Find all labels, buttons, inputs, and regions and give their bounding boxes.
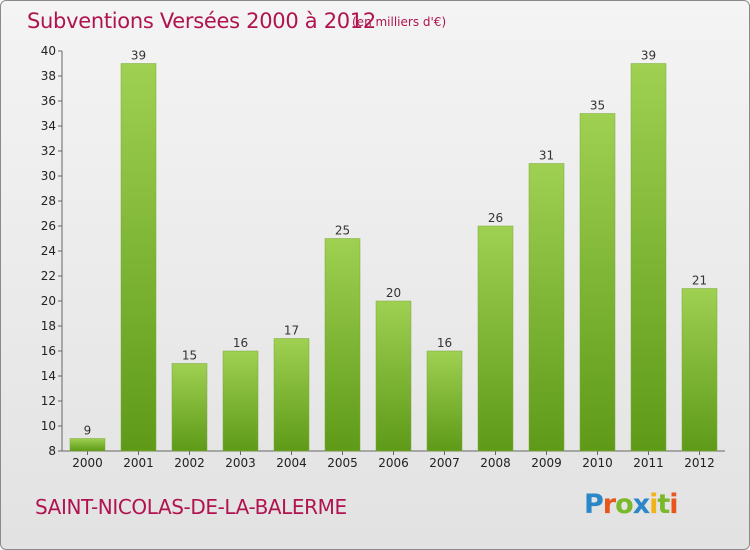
y-tick-label: 8 (48, 444, 56, 458)
y-axis-labels: 8 10 12 14 16 18 20 22 24 26 28 30 32 34 36 38 40 (41, 44, 56, 458)
bar-value-label: 20 (386, 286, 401, 300)
x-tick-label: 2010 (582, 456, 613, 470)
bar-value-label: 15 (182, 349, 197, 363)
y-tick-label: 34 (41, 119, 56, 133)
x-tick-label: 2011 (633, 456, 664, 470)
bar-2004 (273, 338, 310, 452)
x-tick-label: 2005 (327, 456, 358, 470)
value-labels: 9 39 15 16 17 25 20 16 26 31 35 39 21 (84, 49, 707, 438)
bar-value-label: 31 (539, 149, 554, 163)
x-tick-label: 2004 (276, 456, 307, 470)
y-tick-label: 14 (41, 369, 56, 383)
y-tick-label: 28 (41, 194, 56, 208)
x-tick-label: 2006 (378, 456, 409, 470)
x-axis-labels: 2000 2001 2002 2003 2004 2005 2006 2007 2008 2009… (72, 456, 715, 470)
bar-2006 (375, 300, 412, 452)
y-tick-label: 30 (41, 169, 56, 183)
y-tick-label: 10 (41, 419, 56, 433)
bar-2007 (426, 350, 463, 452)
y-tick-label: 16 (41, 344, 56, 358)
x-tick-label: 2000 (72, 456, 103, 470)
bar-value-label: 17 (284, 324, 299, 338)
bar-value-label: 39 (131, 49, 146, 63)
commune-name: SAINT-NICOLAS-DE-LA-BALERME (35, 495, 347, 519)
bar-2012 (681, 288, 718, 452)
x-tick-label: 2012 (684, 456, 715, 470)
x-tick-label: 2001 (123, 456, 154, 470)
x-tick-label: 2007 (429, 456, 460, 470)
x-tick-label: 2009 (531, 456, 562, 470)
y-tick-label: 22 (41, 269, 56, 283)
bar-value-label: 26 (488, 211, 503, 225)
bar-2005 (324, 238, 361, 452)
bar-2010 (579, 113, 616, 452)
x-tick-label: 2002 (174, 456, 205, 470)
bar-2000 (69, 438, 106, 452)
bar-2002 (171, 363, 208, 452)
chart-title: Subventions Versées 2000 à 2012 (27, 9, 376, 33)
bar-value-label: 21 (692, 274, 707, 288)
y-tick-label: 36 (41, 94, 56, 108)
x-tick-label: 2003 (225, 456, 256, 470)
y-tick-label: 12 (41, 394, 56, 408)
chart-bars (69, 63, 718, 452)
y-tick-label: 20 (41, 294, 56, 308)
chart-subtitle: (en milliers d'€) (352, 15, 447, 29)
bar-2001 (120, 63, 157, 452)
x-tick-label: 2008 (480, 456, 511, 470)
y-tick-label: 32 (41, 144, 56, 158)
y-tick-label: 40 (41, 44, 56, 58)
y-tick-label: 26 (41, 219, 56, 233)
bar-value-label: 16 (233, 336, 248, 350)
bar-value-label: 35 (590, 99, 605, 113)
bar-value-label: 16 (437, 336, 452, 350)
bar-value-label: 9 (84, 424, 92, 438)
y-tick-label: 24 (41, 244, 56, 258)
bar-value-label: 25 (335, 224, 350, 238)
bar-2003 (222, 350, 259, 452)
bar-2011 (630, 63, 667, 452)
y-tick-label: 18 (41, 319, 56, 333)
bar-2009 (528, 163, 565, 452)
bar-2008 (477, 225, 514, 452)
y-tick-label: 38 (41, 69, 56, 83)
proxiti-logo: Proxiti (584, 489, 679, 520)
bar-value-label: 39 (641, 49, 656, 63)
